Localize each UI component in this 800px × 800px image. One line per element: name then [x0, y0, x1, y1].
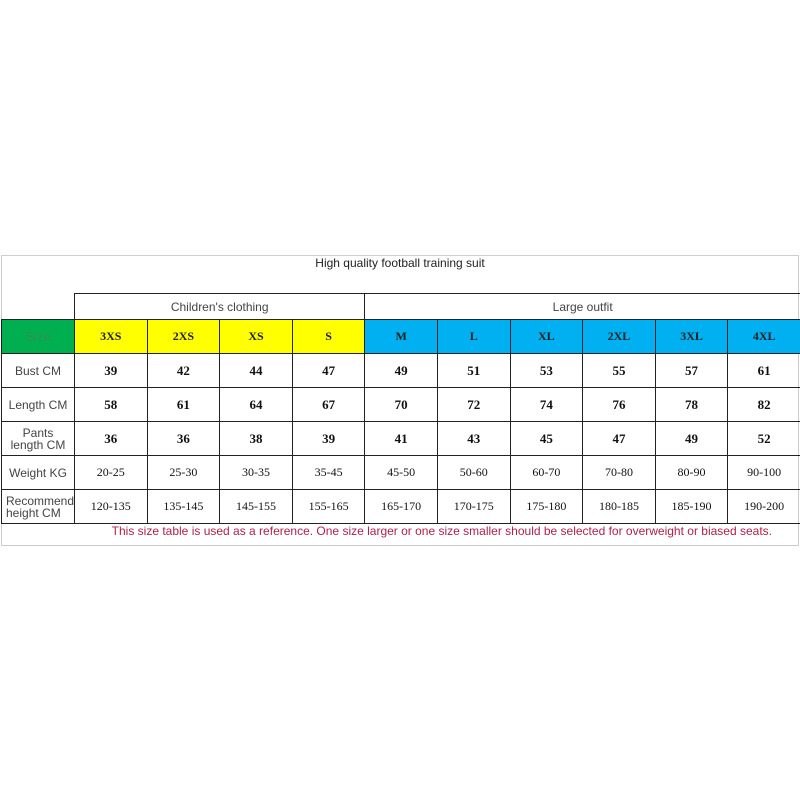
table-cell: 36 [146, 421, 221, 456]
table-cell: 80-90 [654, 455, 729, 490]
table-cell: 175-180 [509, 489, 584, 524]
size-header-2xs: 2XS [146, 319, 221, 354]
table-cell: 47 [582, 421, 656, 456]
table-cell: 50-60 [436, 455, 511, 490]
table-cell: 25-30 [146, 455, 221, 490]
table-cell: 165-170 [364, 489, 438, 524]
table-cell: 190-200 [727, 489, 800, 524]
table-cell: 38 [219, 421, 293, 456]
table-cell: 20-25 [74, 455, 148, 490]
table-row: Weight KG 20-25 25-30 30-35 35-45 45-50 50-60 6… [1, 455, 800, 490]
size-header-xs: XS [219, 319, 293, 354]
table-cell: 120-135 [74, 489, 148, 524]
size-header-l: L [436, 319, 511, 354]
table-cell: 39 [291, 421, 366, 456]
table-cell: 155-165 [291, 489, 366, 524]
table-cell: 76 [582, 387, 656, 422]
table-cell: 61 [146, 387, 221, 422]
size-table: Children's clothing Large outfit Size 3X… [1, 293, 800, 524]
size-chart: High quality football training suit Chil… [1, 255, 800, 546]
table-row: Recommended height CM120-135135-145145-1… [1, 489, 800, 524]
table-cell: 74 [509, 387, 584, 422]
group-large: Large outfit [364, 293, 800, 320]
table-cell: 42 [146, 353, 221, 388]
table-cell: 44 [219, 353, 293, 388]
table-cell: 82 [727, 387, 800, 422]
chart-title: High quality football training suit [315, 256, 485, 270]
table-cell: 55 [582, 353, 656, 388]
table-cell: 30-35 [219, 455, 293, 490]
table-row: Pants length CM 36 36 38 39 41 43 45 47 49 52 [1, 421, 800, 456]
table-cell: 39 [74, 353, 148, 388]
table-cell: 180-185 [582, 489, 656, 524]
table-cell: 52 [727, 421, 800, 456]
table-cell: 64 [219, 387, 293, 422]
row-label: Weight KG [1, 455, 75, 490]
table-cell: 47 [291, 353, 366, 388]
table-cell: 145-155 [219, 489, 293, 524]
row-label: Bust CM [1, 353, 75, 388]
empty-corner [1, 293, 75, 320]
table-cell: 185-190 [654, 489, 729, 524]
table-cell: 43 [436, 421, 511, 456]
table-cell: 57 [654, 353, 729, 388]
table-cell: 61 [727, 353, 800, 388]
table-cell: 70-80 [582, 455, 656, 490]
table-cell: 36 [74, 421, 148, 456]
size-header-s: S [291, 319, 366, 354]
table-cell: 45 [509, 421, 584, 456]
table-row: Bust CM 39 42 44 47 49 51 53 55 57 61 [1, 353, 800, 388]
table-cell: 41 [364, 421, 438, 456]
row-label: Recommended height CM [1, 489, 75, 524]
table-cell: 67 [291, 387, 366, 422]
table-row: Length CM 58 61 64 67 70 72 74 76 78 82 [1, 387, 800, 422]
reference-note: This size table is used as a reference. … [111, 524, 772, 538]
table-cell: 58 [74, 387, 148, 422]
table-cell: 170-175 [436, 489, 511, 524]
table-cell: 135-145 [146, 489, 221, 524]
table-cell: 49 [654, 421, 729, 456]
table-cell: 45-50 [364, 455, 438, 490]
table-cell: 90-100 [727, 455, 800, 490]
size-header-2xl: 2XL [582, 319, 656, 354]
size-header-3xs: 3XS [74, 319, 148, 354]
size-header-4xl: 4XL [727, 319, 800, 354]
table-cell: 49 [364, 353, 438, 388]
table-cell: 60-70 [509, 455, 584, 490]
table-cell: 35-45 [291, 455, 366, 490]
size-header-xl: XL [509, 319, 584, 354]
size-header-3xl: 3XL [654, 319, 729, 354]
table-cell: 72 [436, 387, 511, 422]
table-cell: 78 [654, 387, 729, 422]
table-cell: 53 [509, 353, 584, 388]
row-label: Pants length CM [1, 421, 75, 456]
row-label: Length CM [1, 387, 75, 422]
table-cell: 70 [364, 387, 438, 422]
size-header-m: M [364, 319, 438, 354]
group-children: Children's clothing [73, 293, 366, 320]
size-label: Size [1, 319, 75, 354]
table-cell: 51 [436, 353, 511, 388]
